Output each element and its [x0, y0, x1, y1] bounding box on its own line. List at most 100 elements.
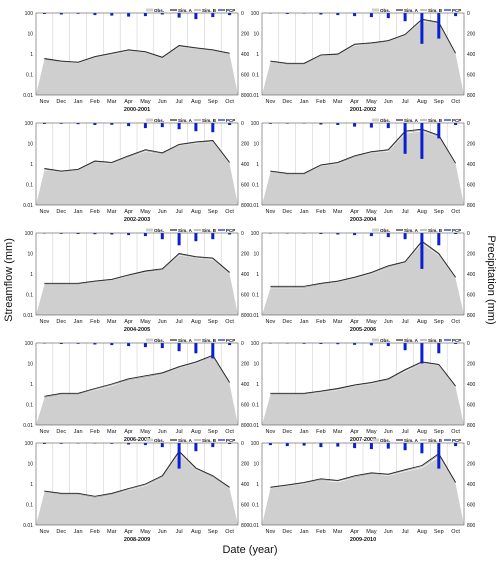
- legend-label: PCP: [452, 118, 461, 123]
- y-tick-label: 10: [253, 32, 259, 38]
- x-tick-label: Feb: [316, 209, 325, 215]
- pcp-bar: [110, 343, 114, 346]
- series-obs-area: [262, 21, 464, 96]
- plot-frame: [261, 232, 465, 316]
- x-tick-label: Aug: [417, 99, 427, 105]
- x-tick-label: Oct: [451, 99, 460, 105]
- x-tick-label: Mar: [107, 319, 117, 325]
- legend-label: Sim. A: [404, 438, 419, 443]
- pcp-bar: [211, 233, 215, 240]
- y-tick-label: 1: [256, 52, 259, 58]
- pcp-bar: [160, 343, 164, 349]
- y-tick-label: 10: [27, 462, 33, 468]
- pcp-bar: [403, 343, 407, 351]
- panel-year-label: 2003-2004: [350, 217, 377, 223]
- pcp-bar: [386, 233, 390, 238]
- pcp-bar: [319, 233, 323, 234]
- legend-label: Sim. B: [202, 8, 217, 13]
- y2-tick-label: 200: [241, 362, 250, 368]
- pcp-bar: [76, 13, 80, 14]
- y2-tick-label: 200: [241, 462, 250, 468]
- series-obs-area: [36, 453, 238, 525]
- x-tick-label: Dec: [56, 429, 66, 435]
- x-tick-label: Oct: [451, 319, 460, 325]
- pcp-bar: [369, 233, 373, 237]
- series-sim-a-line: [44, 45, 230, 63]
- pcp-bar: [76, 233, 80, 234]
- pcp-bar: [319, 13, 323, 15]
- y2-tick-label: 200: [241, 32, 250, 38]
- svg-text:Precipitation (mm): Precipitation (mm): [485, 235, 497, 324]
- x-tick-label: Aug: [417, 429, 427, 435]
- y-tick-label: 0.01: [23, 523, 33, 529]
- pcp-bar: [285, 123, 289, 124]
- x-tick-label: Nov: [40, 529, 50, 535]
- legend-label: Sim. B: [428, 228, 443, 233]
- y2-tick-label: 600: [241, 403, 250, 409]
- legend-label: Obs.: [154, 8, 164, 13]
- x-tick-label: Nov: [40, 319, 50, 325]
- panel-2003-2004: Nov Dec Jan Feb Mar Apr May Jun Jul Aug Sep Oct1001…: [249, 118, 475, 223]
- series-sim-b-line: [44, 140, 230, 173]
- legend-label: Sim. A: [178, 118, 193, 123]
- pcp-bar: [143, 13, 147, 17]
- x-tick-label: Oct: [225, 99, 234, 105]
- y2-tick-label: 800: [467, 313, 476, 319]
- x-tick-label: Feb: [90, 529, 99, 535]
- x-tick-label: Aug: [417, 209, 427, 215]
- x-tick-label: Dec: [56, 319, 66, 325]
- panel-year-label: 2001-2002: [350, 107, 376, 113]
- pcp-bar: [420, 123, 424, 159]
- panel-year-label: 2000-2001: [124, 107, 150, 113]
- y-tick-label: 1: [30, 162, 33, 168]
- legend-label: Sim. B: [428, 8, 443, 13]
- x-tick-label: May: [366, 99, 377, 105]
- x-tick-label: Jun: [158, 319, 167, 325]
- y-tick-label: 0.01: [249, 423, 259, 429]
- pcp-bar: [211, 343, 215, 359]
- legend-label: Sim. B: [428, 338, 443, 343]
- x-tick-label: Sep: [208, 319, 218, 325]
- pcp-bar: [143, 343, 147, 348]
- x-tick-label: Jan: [74, 209, 83, 215]
- panel-2007-2008: Nov Dec Jan Feb Mar Apr May Jun Jul Aug Sep Oct1001…: [249, 338, 475, 443]
- pcp-bar: [194, 233, 198, 242]
- x-tick-label: May: [140, 529, 151, 535]
- y-tick-label: 100: [251, 441, 260, 447]
- y-tick-label: 10: [27, 142, 33, 148]
- panel-year-label: 2007-2008: [350, 437, 376, 443]
- pcp-bar: [59, 343, 63, 344]
- x-tick-label: Oct: [225, 209, 234, 215]
- x-tick-label: Feb: [316, 429, 325, 435]
- y2-tick-label: 0: [241, 231, 244, 237]
- pcp-bar: [42, 443, 46, 444]
- pcp-bar: [194, 13, 198, 20]
- pcp-bar: [110, 123, 114, 125]
- pcp-bar: [160, 123, 164, 128]
- pcp-bar: [110, 13, 114, 16]
- x-tick-label: Dec: [282, 529, 292, 535]
- y-tick-label: 100: [25, 341, 34, 347]
- x-tick-label: Feb: [90, 429, 99, 435]
- y-tick-label: 100: [25, 121, 34, 127]
- legend-label: PCP: [452, 338, 461, 343]
- series-sim-a-line: [270, 453, 456, 488]
- y2-tick-label: 0: [241, 121, 244, 127]
- x-tick-label: Jan: [74, 529, 83, 535]
- y2-tick-label: 600: [241, 503, 250, 509]
- y2-tick-label: 800: [467, 203, 476, 209]
- y-tick-label: 0.1: [26, 293, 33, 299]
- y2-tick-label: 800: [467, 423, 476, 429]
- x-tick-label: Dec: [56, 529, 66, 535]
- panel-year-label: 2008-2009: [124, 537, 150, 543]
- y-tick-label: 0.1: [252, 293, 259, 299]
- legend-label: Obs.: [380, 118, 390, 123]
- y-tick-label: 0.1: [26, 183, 33, 189]
- legend-label: PCP: [452, 228, 461, 233]
- pcp-bar: [93, 123, 97, 125]
- legend-label: Sim. A: [404, 118, 419, 123]
- x-tick-label: Jul: [402, 529, 409, 535]
- y2-tick-label: 600: [467, 403, 476, 409]
- panel-2005-2006: Nov Dec Jan Feb Mar Apr May Jun Jul Aug Sep Oct1001…: [249, 228, 475, 333]
- pcp-bar: [127, 13, 131, 17]
